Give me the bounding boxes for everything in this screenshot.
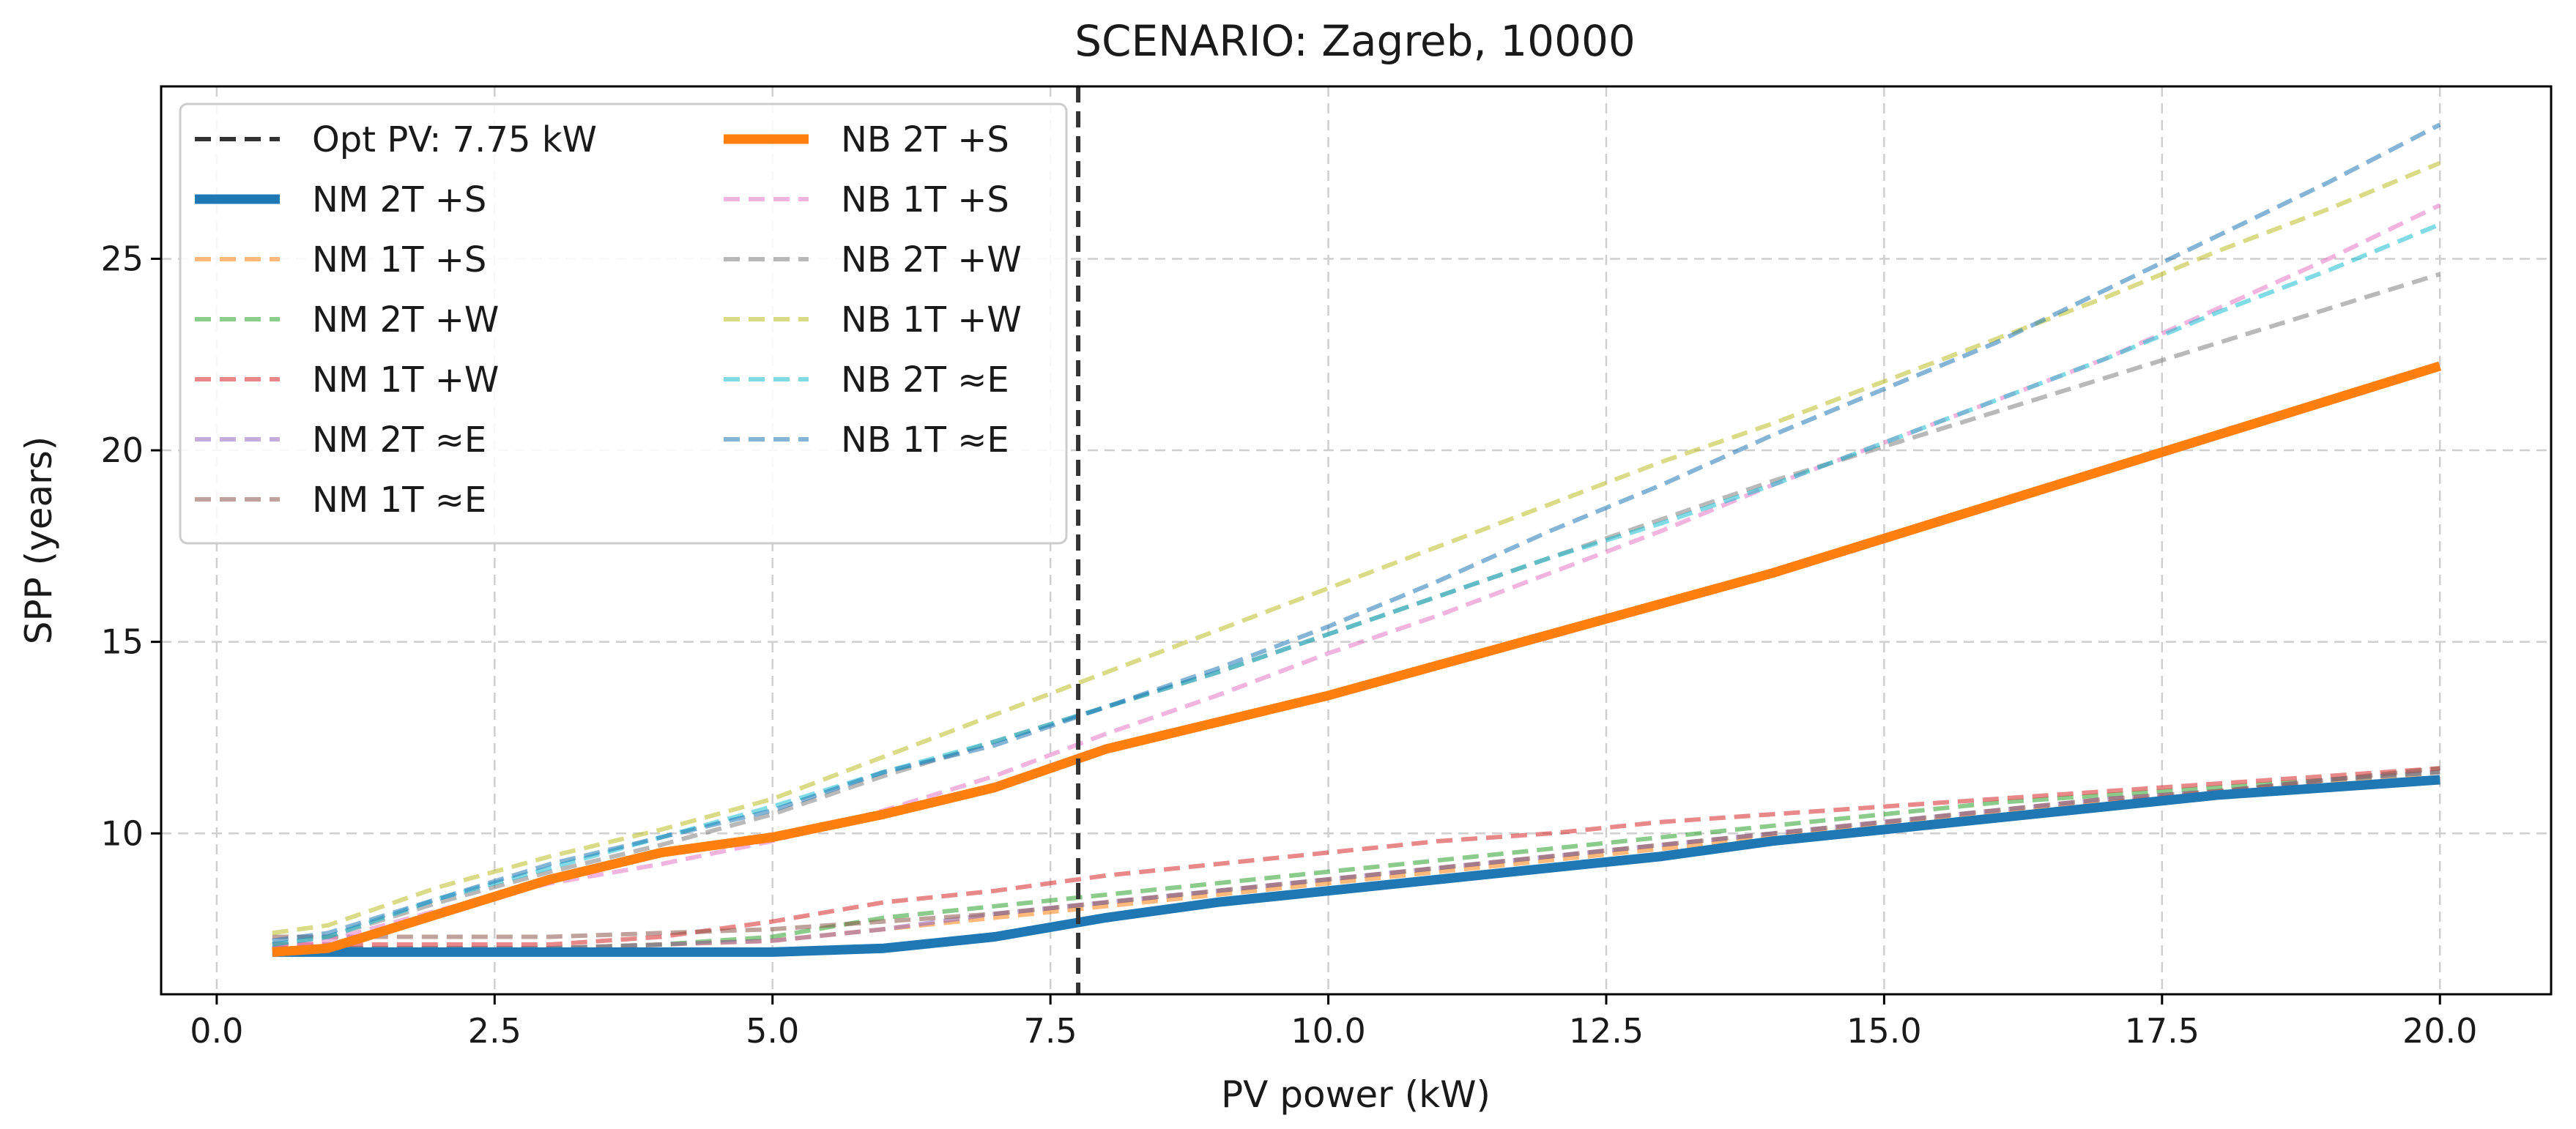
legend-label: NB 2T +W xyxy=(841,239,1022,280)
legend-label: NM 2T +W xyxy=(312,299,499,340)
legend-label: NB 1T ≈E xyxy=(841,420,1009,461)
legend-box xyxy=(179,103,1068,545)
y-axis: 10 15 20 25 xyxy=(100,239,161,853)
chart-title: SCENARIO: Zagreb, 10000 xyxy=(1074,16,1636,66)
series-line-nm-1t-w xyxy=(272,766,2440,947)
y-tick-label: 15 xyxy=(100,622,144,662)
series-line-nb-1t-w xyxy=(272,160,2441,936)
x-tick-label: 17.5 xyxy=(2125,1011,2200,1051)
series-line-nb-2t-s xyxy=(272,361,2442,957)
series-line-nb-2t-e xyxy=(272,222,2441,947)
series-line-nm-2t-s xyxy=(272,775,2440,957)
series-line-nb-1t-s xyxy=(272,203,2441,951)
y-tick-label: 25 xyxy=(100,239,144,278)
x-tick-label: 12.5 xyxy=(1569,1011,1644,1051)
plot-frame xyxy=(160,85,2553,996)
legend-label: NB 2T +S xyxy=(841,119,1009,160)
legend-label: NM 1T +S xyxy=(312,239,486,280)
legend: Opt PV: 7.75 kW NM 2T +S NM 1T +S NM 2T +W N… xyxy=(179,103,1068,545)
x-tick-label: 15.0 xyxy=(1846,1011,1921,1051)
y-tick-label: 10 xyxy=(100,813,144,853)
legend-label: NB 1T +W xyxy=(841,299,1022,340)
x-tick-label: 0.0 xyxy=(190,1011,243,1051)
legend-label: NB 1T +S xyxy=(841,179,1009,220)
x-axis: 0.0 2.5 5.0 7.5 10.0 12.5 15.0 17.5 20.0 xyxy=(190,994,2477,1051)
legend-label: Opt PV: 7.75 kW xyxy=(312,119,597,160)
series-line-nm-1t-e xyxy=(272,766,2440,939)
legend-label: NM 1T ≈E xyxy=(312,480,486,521)
legend-label: NM 2T ≈E xyxy=(312,420,486,461)
y-axis-label: SPP (years) xyxy=(18,436,60,645)
y-tick-label: 20 xyxy=(100,431,144,470)
series-lines xyxy=(272,122,2442,957)
legend-label: NM 2T +S xyxy=(312,179,486,220)
series-line-nb-1t-e xyxy=(272,122,2441,943)
x-tick-label: 2.5 xyxy=(468,1011,521,1051)
x-tick-label: 7.5 xyxy=(1024,1011,1077,1051)
x-axis-label: PV power (kW) xyxy=(1221,1073,1491,1116)
series-line-nm-2t-w xyxy=(272,770,2440,951)
legend-label: NB 2T ≈E xyxy=(841,359,1009,400)
x-tick-label: 20.0 xyxy=(2402,1011,2477,1051)
legend-label: NM 1T +W xyxy=(312,359,499,400)
x-tick-label: 5.0 xyxy=(746,1011,799,1051)
x-tick-label: 10.0 xyxy=(1291,1011,1365,1051)
